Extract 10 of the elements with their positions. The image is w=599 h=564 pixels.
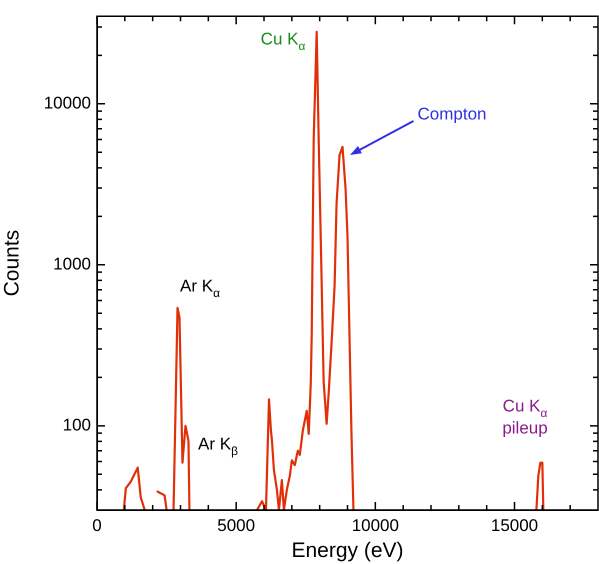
- x-axis-title: Energy (eV): [291, 539, 404, 562]
- x-tick-label: 10000: [352, 516, 399, 535]
- y-tick-label: 1000: [53, 254, 91, 274]
- y-tick-label: 10000: [44, 93, 91, 112]
- x-tick-label: 15000: [490, 516, 538, 535]
- annotation: Compton: [418, 104, 486, 124]
- y-tick-label: 100: [62, 416, 91, 434]
- y-axis-title: Counts: [0, 230, 24, 296]
- x-tick-label: 0: [92, 516, 102, 535]
- x-tick-label: 5000: [217, 516, 256, 535]
